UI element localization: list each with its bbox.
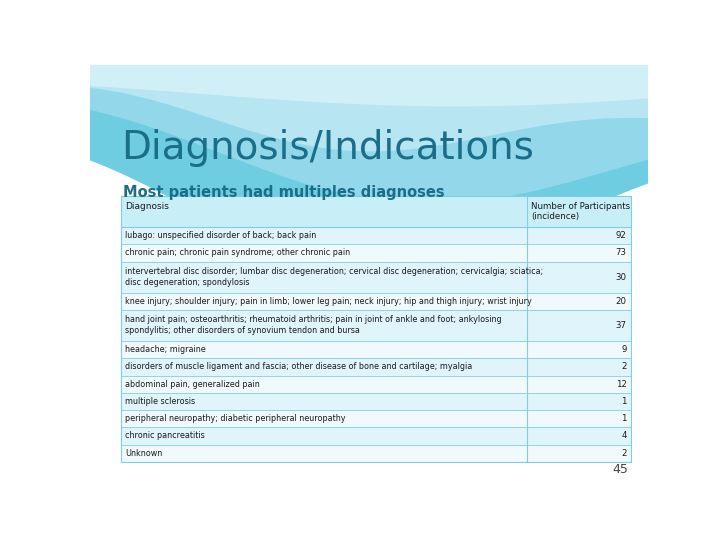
Bar [121,444,631,462]
Text: Diagnosis: Diagnosis [125,202,169,211]
Text: 1: 1 [621,397,627,406]
Text: multiple sclerosis: multiple sclerosis [125,397,195,406]
Text: 9: 9 [621,345,627,354]
Text: Number of Participants
(incidence): Number of Participants (incidence) [531,201,630,221]
Bar [121,293,631,310]
Bar [121,358,631,375]
Text: chronic pain; chronic pain syndrome; other chronic pain: chronic pain; chronic pain syndrome; oth… [125,248,350,258]
Bar [121,410,631,427]
Text: 73: 73 [616,248,627,258]
Text: 37: 37 [616,321,627,330]
Text: peripheral neuropathy; diabetic peripheral neuropathy: peripheral neuropathy; diabetic peripher… [125,414,346,423]
Text: disorders of muscle ligament and fascia; other disease of bone and cartilage; my: disorders of muscle ligament and fascia;… [125,362,472,372]
Text: chronic pancreatitis: chronic pancreatitis [125,431,205,441]
Text: abdominal pain, generalized pain: abdominal pain, generalized pain [125,380,260,389]
Text: 92: 92 [616,231,627,240]
Text: 2: 2 [621,362,627,372]
Text: hand joint pain; osteoarthritis; rheumatoid arthritis; pain in joint of ankle an: hand joint pain; osteoarthritis; rheumat… [125,315,502,335]
Text: Most patients had multiples diagnoses: Most patients had multiples diagnoses [124,185,445,200]
Text: 45: 45 [613,463,629,476]
Bar [121,261,631,293]
Bar [121,393,631,410]
Text: knee injury; shoulder injury; pain in limb; lower leg pain; neck injury; hip and: knee injury; shoulder injury; pain in li… [125,297,532,306]
Text: lubago: unspecified disorder of back; back pain: lubago: unspecified disorder of back; ba… [125,231,316,240]
Text: 12: 12 [616,380,627,389]
Bar [121,196,631,227]
Bar [121,227,631,244]
Text: Diagnosis/Indications: Diagnosis/Indications [121,129,534,167]
Bar [121,427,631,444]
Bar [121,244,631,261]
Text: 30: 30 [616,273,627,281]
Polygon shape [90,65,648,106]
Text: 4: 4 [621,431,627,441]
Polygon shape [90,65,648,204]
Text: 20: 20 [616,297,627,306]
Text: headache; migraine: headache; migraine [125,345,206,354]
Bar [121,341,631,358]
Text: 2: 2 [621,449,627,458]
Polygon shape [90,65,648,276]
Text: Unknown: Unknown [125,449,163,458]
Text: 1: 1 [621,414,627,423]
Bar [121,375,631,393]
Text: intervertebral disc disorder; lumbar disc degeneration; cervical disc degenerati: intervertebral disc disorder; lumbar dis… [125,267,544,287]
Polygon shape [90,65,648,151]
Bar [121,310,631,341]
